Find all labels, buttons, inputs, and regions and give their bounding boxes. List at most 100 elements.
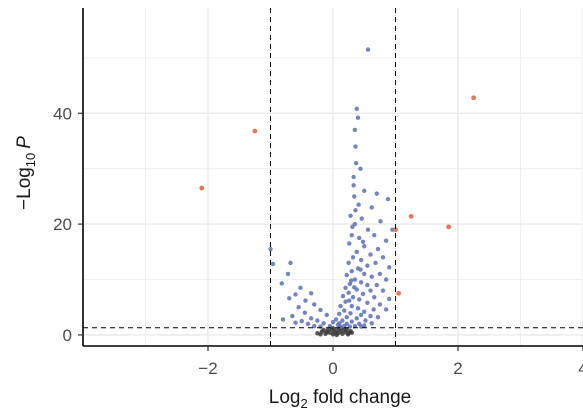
point-significant-p [324,312,329,318]
point-significant-p [353,160,359,166]
x-tick-label: −2 [198,359,217,378]
point-significant-p [350,255,356,260]
point-significant-p [380,288,386,293]
point-significant-p [342,323,347,329]
point-not-significant [321,327,326,333]
point-significant-p [369,205,374,210]
point-significant-p [353,208,358,213]
point-significant-p [362,244,367,249]
y-tick-label: 20 [53,215,72,234]
point-significant-p [372,295,377,300]
point-significant-p [344,314,349,320]
point-significant-p [302,310,308,315]
point-significant-p [299,318,304,324]
point-significant-p [321,321,326,326]
point-significant-p [383,238,389,243]
point-significant-p [374,191,379,196]
point-significant-p [355,306,361,311]
point-significant-p [377,302,383,307]
point-significant-p [375,314,381,320]
threshold-layer [83,8,583,346]
point-significant-p [333,317,339,322]
y-tick-label: 40 [53,104,72,123]
point-significant [471,95,477,101]
point-significant-p [358,166,363,171]
point-significant-p [342,308,347,313]
point-significant-p [350,295,356,300]
y-axis-title-subscript: 10 [23,153,38,167]
point-significant-p [279,281,284,286]
point-significant-p [362,309,367,314]
x-tick-label: 4 [578,359,583,378]
point-significant-p [352,277,358,282]
x-axis-title-subscript: 2 [300,396,307,411]
point-significant-p [360,239,366,245]
point-significant-p [352,285,357,290]
point-significant-p [357,297,362,302]
point-significant-p [343,299,348,304]
point-significant-p [330,319,336,325]
point-significant-p [362,271,367,277]
point-significant-p [369,321,374,326]
y-axis-title: −Log10P [14,136,38,210]
point-not-significant [344,327,349,332]
point-significant-p [365,227,371,232]
point-not-significant [330,326,336,331]
point-significant-p [352,127,358,133]
point-not-significant [324,329,329,335]
x-tick-label: 2 [453,359,462,378]
point-significant-p [348,213,353,218]
point-not-significant [334,332,339,338]
x-axis-title: Log2 fold change [269,387,411,411]
point-significant-p [354,249,359,255]
point-significant-p [354,316,359,321]
point-significant [408,213,414,219]
point-significant-p [385,196,391,202]
point-significant-p [375,246,381,252]
point-significant-p [347,298,352,303]
point-significant-p [387,296,392,302]
point-significant-p [346,290,351,296]
point-significant-p [373,260,378,266]
point-significant-p [293,292,298,297]
point-significant-p [348,311,353,316]
point-not-significant [318,332,323,337]
point-significant-p [368,252,373,257]
point-significant-p [358,312,364,318]
point-significant-p [344,272,349,278]
point-significant-p [338,303,343,309]
point-significant-p [270,261,276,267]
point-significant-p [358,257,364,263]
point-significant-p [347,241,352,246]
point-significant-p [305,321,311,327]
point-significant [199,185,205,191]
tick-layer: −202402040 [53,104,583,378]
point-significant-p [362,188,367,194]
point-significant-p [351,174,356,180]
point-significant-p [312,323,317,329]
point-significant-p [356,202,361,207]
point-significant [252,128,258,134]
point-significant-p [349,319,354,324]
y-tick-label: 0 [63,326,72,345]
point-significant-p [360,291,366,297]
point-significant-p [352,323,358,329]
point-significant-p [318,307,323,313]
point-significant-p [349,232,354,238]
point-significant-p [347,281,353,287]
x-tick-label: 0 [328,359,337,378]
point-significant-p [298,285,303,291]
point-significant-p [303,298,308,303]
point-significant-p [358,267,363,272]
point-significant-p [290,313,295,319]
point-significant-p [348,278,354,283]
point-significant-p [312,302,317,307]
point-significant-p [285,271,291,277]
point-significant-p [363,318,368,323]
point-significant-p [371,307,376,312]
point-significant-p [349,303,354,309]
point-significant-p [296,305,301,310]
point-significant-p [359,216,364,221]
point-significant-p [293,320,298,325]
